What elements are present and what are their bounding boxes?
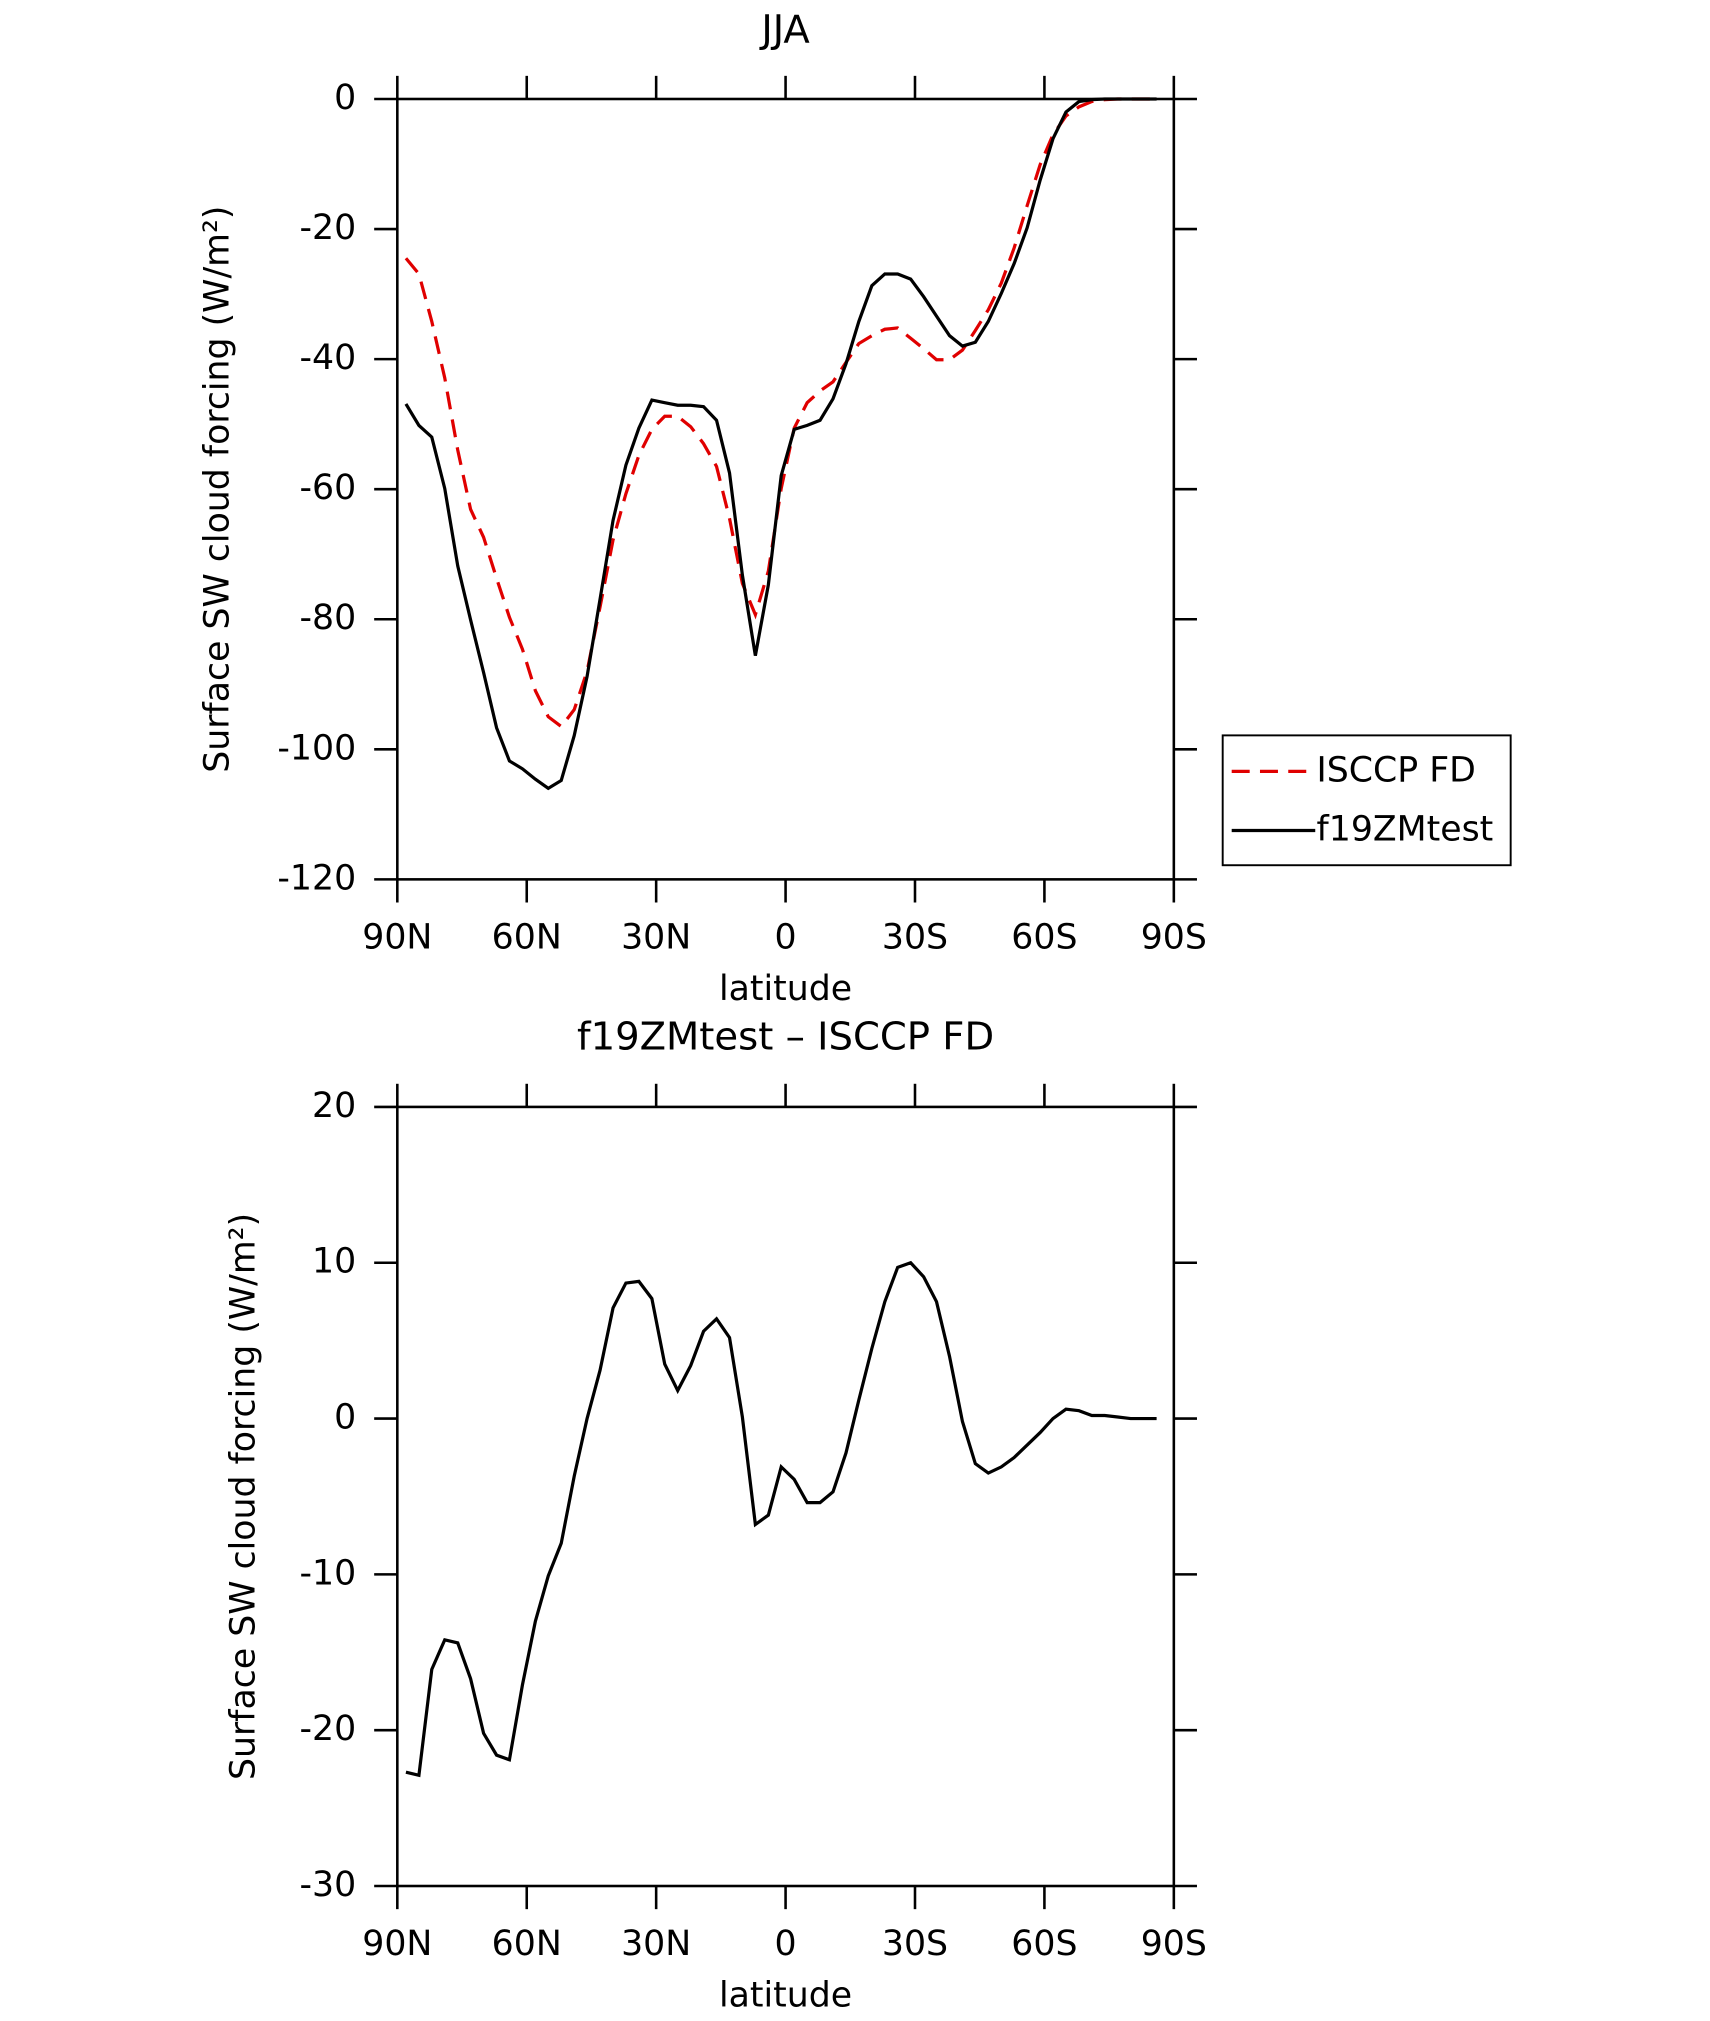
y-tick-label: -10: [299, 1553, 356, 1593]
y-tick-label: -20: [299, 208, 356, 248]
y-tick-label: -80: [299, 598, 356, 638]
x-axis-label: latitude: [719, 1976, 852, 2016]
legend-label: f19ZMtest: [1317, 810, 1494, 850]
x-tick-label: 60N: [492, 918, 562, 958]
y-tick-label: 0: [334, 1398, 356, 1438]
y-tick-label: -30: [299, 1865, 356, 1905]
chart-title: f19ZMtest – ISCCP FD: [577, 1014, 994, 1059]
x-axis-label: latitude: [719, 969, 852, 1009]
data-line: [405, 1260, 1157, 1778]
y-axis-label: Surface SW cloud forcing (W/m²): [198, 206, 238, 773]
x-tick-label: 30S: [882, 1924, 948, 1964]
x-tick-label: 30N: [621, 1924, 691, 1964]
y-tick-label: -60: [299, 468, 356, 508]
y-tick-label: -100: [277, 728, 356, 768]
x-tick-label: 60N: [492, 1924, 562, 1964]
legend-label: ISCCP FD: [1317, 750, 1476, 790]
x-tick-label: 60S: [1011, 1924, 1077, 1964]
legend-box: [1221, 734, 1512, 867]
x-tick-label: 0: [775, 1924, 797, 1964]
y-tick-label: -120: [277, 858, 356, 898]
y-axis-label: Surface SW cloud forcing (W/m²): [223, 1213, 263, 1780]
x-tick-label: 90N: [362, 1924, 432, 1964]
x-tick-label: 60S: [1011, 918, 1077, 958]
chart-title: JJA: [759, 8, 810, 53]
y-tick-label: 20: [312, 1086, 356, 1126]
y-tick-label: -40: [299, 338, 356, 378]
x-tick-label: 30S: [882, 918, 948, 958]
plot-frame: [396, 1105, 1176, 1888]
data-line: [404, 97, 1157, 729]
x-tick-label: 90S: [1141, 1924, 1207, 1964]
data-line: [404, 97, 1157, 791]
y-tick-label: 0: [334, 78, 356, 118]
y-tick-label: 10: [312, 1242, 356, 1282]
x-tick-label: 30N: [621, 918, 691, 958]
x-tick-label: 90S: [1141, 918, 1207, 958]
x-tick-label: 90N: [362, 918, 432, 958]
y-tick-label: -20: [299, 1709, 356, 1749]
x-tick-label: 0: [775, 918, 797, 958]
